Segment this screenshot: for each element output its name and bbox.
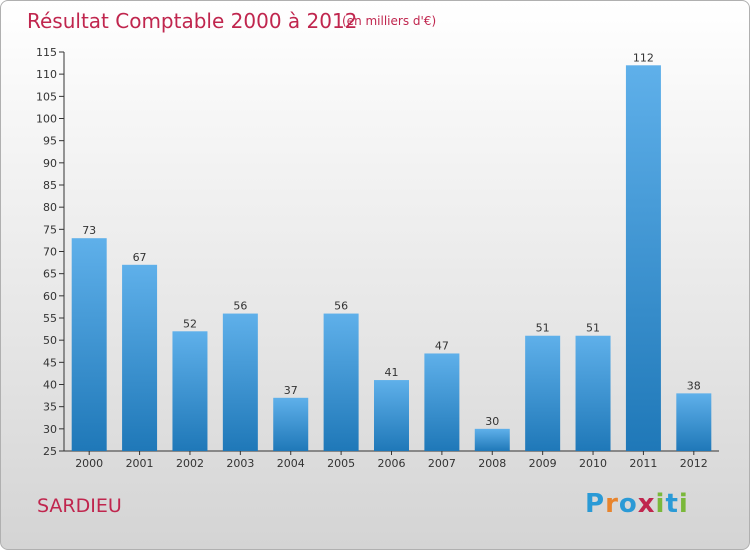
data-label: 47 bbox=[435, 339, 449, 352]
x-tick-label: 2008 bbox=[478, 457, 506, 470]
logo-letter: x bbox=[637, 489, 656, 519]
y-tick-label: 110 bbox=[36, 68, 57, 81]
y-tick-label: 100 bbox=[36, 113, 57, 126]
data-label: 38 bbox=[687, 379, 701, 392]
bar bbox=[474, 428, 510, 451]
data-label: 67 bbox=[133, 251, 147, 264]
y-tick-label: 35 bbox=[43, 401, 57, 414]
x-tick-label: 2001 bbox=[126, 457, 154, 470]
x-tick-label: 2006 bbox=[378, 457, 406, 470]
y-tick-label: 80 bbox=[43, 201, 57, 214]
y-tick-label: 30 bbox=[43, 423, 57, 436]
logo-letter: P bbox=[585, 489, 606, 519]
y-tick-label: 25 bbox=[43, 445, 57, 458]
logo-letter: r bbox=[605, 489, 619, 519]
y-tick-label: 70 bbox=[43, 246, 57, 259]
data-label: 112 bbox=[633, 51, 654, 64]
x-tick-label: 2000 bbox=[75, 457, 103, 470]
data-label: 51 bbox=[536, 322, 550, 335]
bar bbox=[374, 380, 409, 451]
y-tick-label: 115 bbox=[36, 46, 57, 59]
proxiti-logo: Proxiti bbox=[585, 489, 689, 519]
bar bbox=[273, 397, 309, 451]
data-label: 37 bbox=[284, 384, 298, 397]
logo-letter: o bbox=[618, 489, 638, 519]
y-tick-label: 40 bbox=[43, 379, 57, 392]
logo-letter: i bbox=[655, 489, 666, 519]
bar bbox=[525, 335, 561, 451]
logo-letter: t bbox=[665, 489, 679, 519]
bar bbox=[424, 353, 460, 451]
y-tick-label: 60 bbox=[43, 290, 57, 303]
bar bbox=[625, 65, 661, 452]
y-tick-label: 75 bbox=[43, 223, 57, 236]
y-tick-label: 85 bbox=[43, 179, 57, 192]
data-label: 41 bbox=[385, 366, 399, 379]
x-tick-label: 2012 bbox=[680, 457, 708, 470]
x-tick-label: 2009 bbox=[529, 457, 557, 470]
x-tick-label: 2007 bbox=[428, 457, 456, 470]
x-tick-label: 2003 bbox=[226, 457, 254, 470]
x-tick-label: 2005 bbox=[327, 457, 355, 470]
y-tick-label: 55 bbox=[43, 312, 57, 325]
data-label: 30 bbox=[485, 415, 499, 428]
x-tick-label: 2010 bbox=[579, 457, 607, 470]
bar bbox=[323, 313, 359, 451]
data-label: 73 bbox=[82, 224, 96, 237]
x-tick-label: 2011 bbox=[629, 457, 657, 470]
bar bbox=[222, 313, 258, 451]
data-label: 56 bbox=[233, 300, 247, 313]
logo-letter: i bbox=[678, 489, 689, 519]
y-tick-label: 105 bbox=[36, 90, 57, 103]
y-tick-label: 65 bbox=[43, 268, 57, 281]
bar bbox=[172, 331, 208, 451]
x-tick-label: 2004 bbox=[277, 457, 305, 470]
y-tick-label: 45 bbox=[43, 356, 57, 369]
bar bbox=[122, 264, 158, 451]
y-tick-label: 50 bbox=[43, 334, 57, 347]
x-tick-label: 2002 bbox=[176, 457, 204, 470]
data-label: 51 bbox=[586, 322, 600, 335]
data-label: 52 bbox=[183, 317, 197, 330]
chart-subtitle: (en milliers d'€) bbox=[342, 14, 437, 28]
bar bbox=[71, 238, 107, 451]
bar bbox=[575, 335, 611, 451]
y-tick-label: 90 bbox=[43, 157, 57, 170]
y-tick-label: 95 bbox=[43, 135, 57, 148]
chart-title: Résultat Comptable 2000 à 2012 bbox=[27, 9, 358, 33]
bar bbox=[676, 393, 712, 451]
data-label: 56 bbox=[334, 300, 348, 313]
town-name: SARDIEU bbox=[37, 495, 122, 517]
